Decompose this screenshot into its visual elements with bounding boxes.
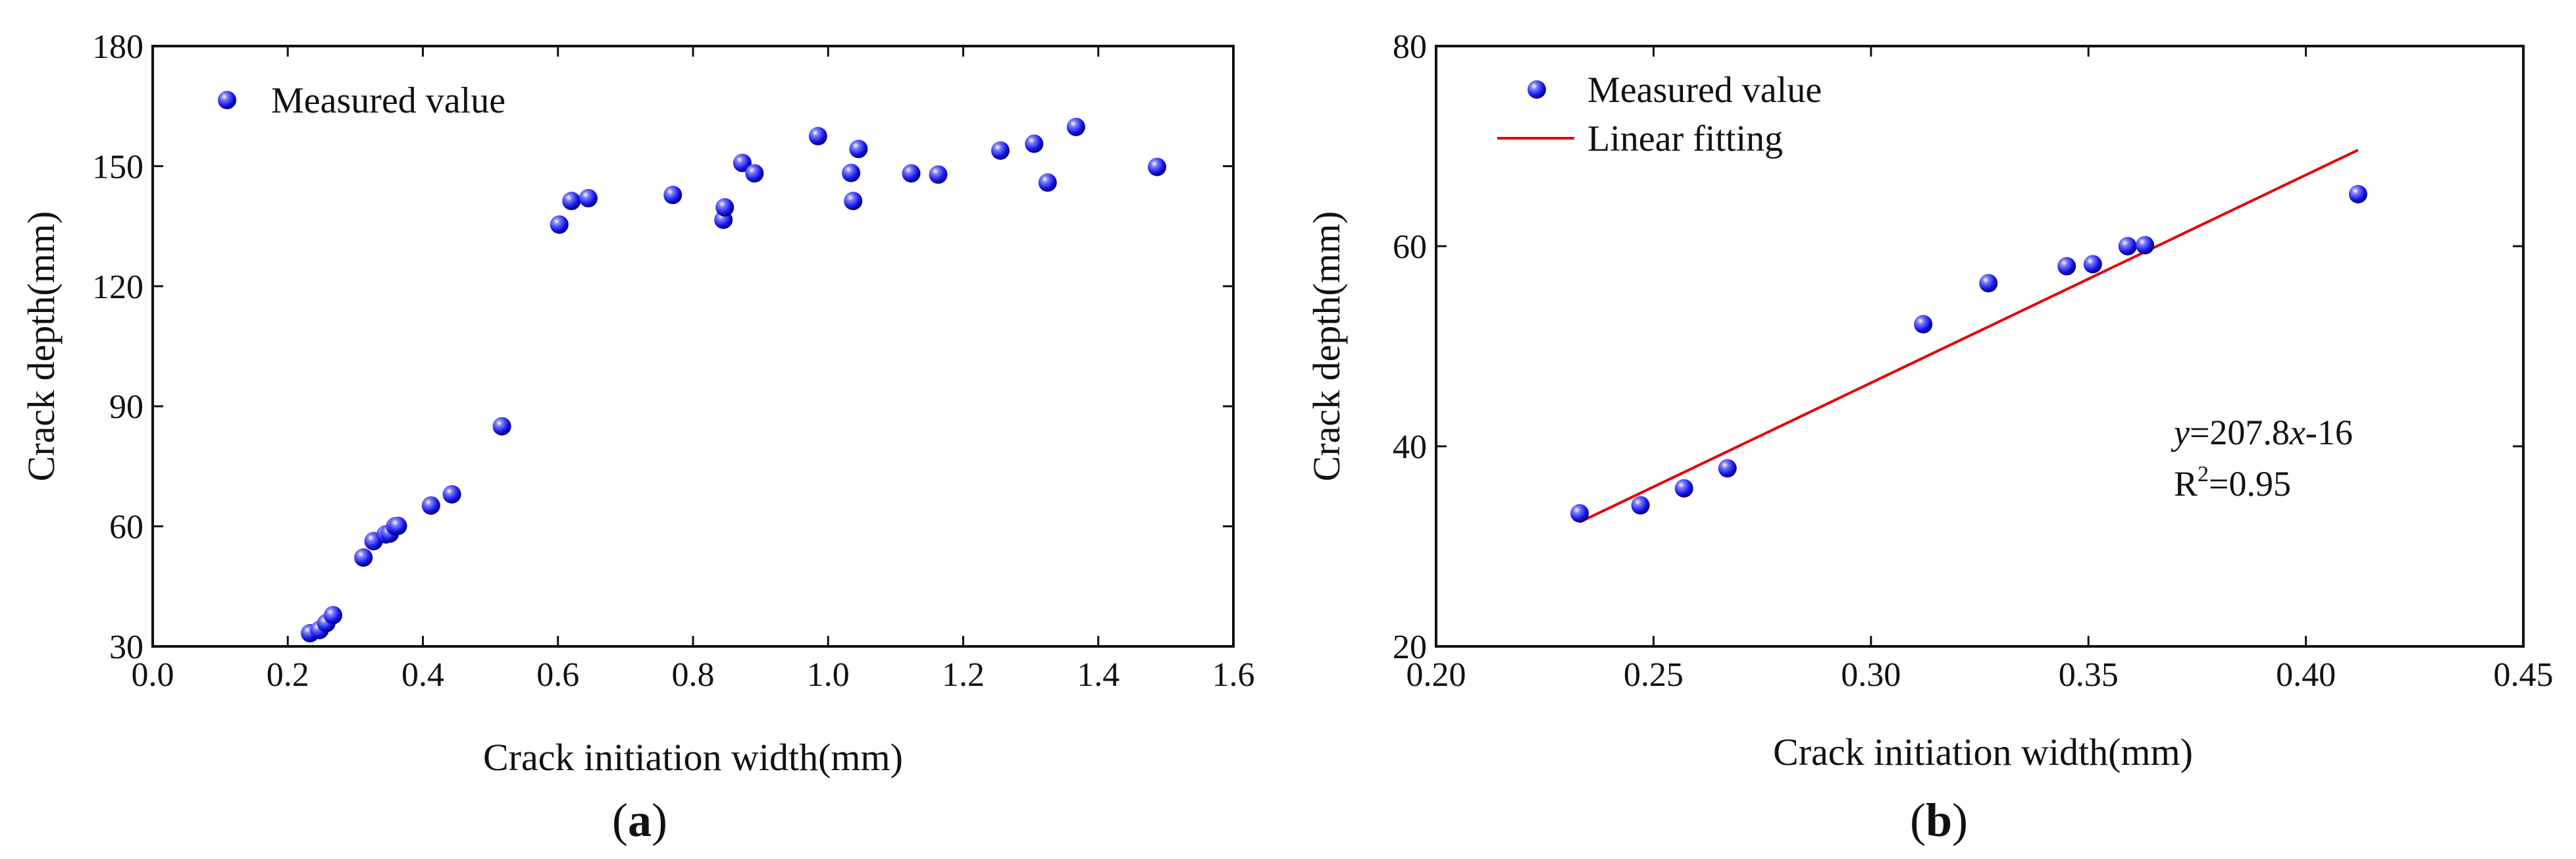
panel-b-data-point [1914,315,1933,334]
panel-a-points [301,117,1167,642]
panel-b: 0.20 0.25 0.30 0.35 0.40 0.45 20 40 60 80 Measure… [1305,28,2554,846]
panel-a-ticks: 0.0 0.2 0.4 0.6 0.8 1.0 1.2 1.4 1.6 30 60 90 120 150 1… [92,28,1255,694]
panel-a-data-point [388,516,407,535]
panel-a-data-point [842,163,861,182]
panel-a-data-point [492,417,511,436]
panel-b-y-tick-label: 80 [1393,28,1427,66]
panel-a-x-tick-label: 0.0 [132,656,174,694]
panel-a-y-tick-label: 90 [109,388,143,426]
panel-b-fit-equation: y=207.8x-16 [2171,413,2353,452]
panel-a: 0.0 0.2 0.4 0.6 0.8 1.0 1.2 1.4 1.6 30 60 90 120 150 1… [20,28,1255,846]
panel-a-x-tick-label: 0.2 [267,656,309,694]
panel-b-data-point [2083,255,2102,274]
panel-a-data-point [733,153,752,172]
panel-a-data-point [1148,157,1167,176]
panel-a-legend-label: Measured value [271,80,505,121]
panel-a-data-point [902,164,921,183]
panel-b-x-tick-label: 0.20 [1406,656,1466,694]
panel-a-data-point [849,140,868,159]
panel-b-data-point [1674,479,1693,498]
panel-b-x-tick-label: 0.35 [2059,656,2119,694]
panel-b-x-tick-label: 0.45 [2494,656,2554,694]
panel-a-x-tick-label: 0.4 [401,656,444,694]
panel-b-data-point [2136,236,2155,255]
panel-b-y-axis-title: Crack depth(mm) [1305,211,1348,482]
panel-a-x-axis-title: Crack initiation width(mm) [483,736,903,779]
panel-b-ticks: 0.20 0.25 0.30 0.35 0.40 0.45 20 40 60 80 [1393,28,2554,694]
panel-b-x-tick-label: 0.30 [1841,656,1901,694]
panel-a-data-point [1066,117,1085,136]
panel-b-r-squared: R2=0.95 [2174,462,2291,504]
panel-a-data-point [421,496,440,515]
panel-b-data-point [1570,504,1589,523]
panel-b-data-point [2118,237,2137,255]
panel-a-data-point [1025,134,1044,153]
panel-b-points [1570,184,2367,523]
panel-a-data-point [991,141,1010,160]
panel-a-data-point [550,215,569,234]
panel-a-data-point [715,198,734,217]
panel-b-y-tick-label: 60 [1393,228,1427,266]
panel-b-data-point [1718,459,1737,478]
panel-a-data-point [442,484,461,504]
panel-a-data-point [663,186,683,205]
panel-a-y-tick-label: 30 [109,629,143,666]
panel-a-data-point [354,548,373,567]
panel-b-legend-label-fit: Linear fitting [1587,118,1783,159]
panel-b-label: (b) [1910,794,1968,846]
panel-a-data-point [1038,173,1057,192]
panel-b-x-axis-title: Crack initiation width(mm) [1773,731,2193,773]
panel-b-plot-frame [1435,45,2525,648]
panel-b-data-point [1631,496,1650,515]
panel-a-x-tick-label: 1.6 [1212,656,1255,694]
panel-a-data-point [929,165,948,184]
panel-a-data-point [579,189,598,208]
panel-b-x-tick-label: 0.25 [1624,656,1684,694]
panel-a-y-tick-label: 180 [92,28,143,66]
panel-a-y-tick-label: 120 [92,269,143,306]
panel-a-legend-marker [218,91,236,109]
panel-a-y-tick-label: 60 [109,509,143,546]
panel-a-data-point [745,164,764,183]
panel-b-data-point [1979,274,1998,293]
panel-b-y-tick-label: 20 [1393,629,1427,666]
panel-a-data-point [808,126,827,145]
panel-b-legend-marker-measured [1528,80,1546,99]
panel-a-plot-frame [151,45,1235,648]
panel-a-y-tick-label: 150 [92,148,143,186]
panel-b-y-tick-label: 40 [1393,429,1427,466]
panel-a-data-point [844,192,863,211]
panel-b-fit-line [1579,149,2359,524]
panel-b-legend-label-measured: Measured value [1587,70,1822,111]
panel-a-x-tick-label: 1.0 [807,656,850,694]
panel-a-x-tick-label: 1.2 [942,656,985,694]
panel-a-x-tick-label: 0.8 [672,656,715,694]
panel-b-data-point [2057,257,2076,276]
panel-a-x-tick-label: 1.4 [1077,656,1120,694]
panel-b-x-tick-label: 0.40 [2276,656,2336,694]
panel-b-data-point [2348,184,2367,203]
panel-a-y-axis-title: Crack depth(mm) [20,211,63,482]
panel-a-data-point [562,192,581,211]
panel-a-x-tick-label: 0.6 [536,656,579,694]
panel-a-data-point [324,606,343,625]
panel-a-label: (a) [612,794,667,846]
